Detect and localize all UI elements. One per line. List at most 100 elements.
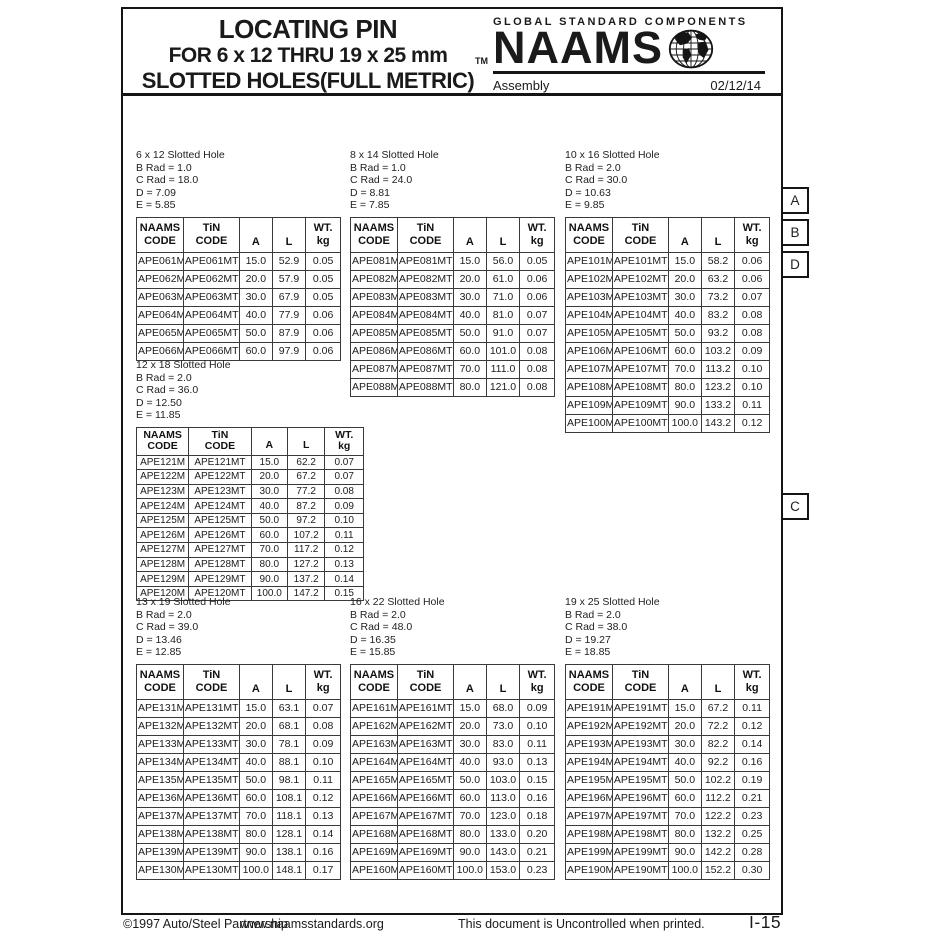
table-cell: APE164M [350,752,398,772]
column-header: A [668,663,702,700]
table-cell: APE190MT [611,860,670,880]
table-cell: APE132M [136,716,184,736]
table-row: APE101M APE101MT 15.0 58.2 0.06 [565,251,770,271]
table-cell: 111.0 [485,359,521,379]
table-cell: APE190M [565,860,613,880]
table-cell: 0.23 [519,860,555,880]
table-cell: 0.07 [305,698,341,718]
table-cell: APE104MT [611,305,670,325]
table-cell: 0.06 [519,287,555,307]
table-cell: 113.2 [700,359,736,379]
table-cell: 0.12 [734,413,770,433]
table-cell: APE160MT [396,860,455,880]
table-cell: 142.2 [700,842,736,862]
table-cell: 60.0 [453,788,487,808]
table-cell: 50.0 [239,323,273,343]
table-cell: 100.0 [453,860,487,880]
data-table: NAAMS CODE TiN CODE A L WT. kg APE101M APE101M… [565,216,770,433]
table-row: APE139M APE139MT 90.0 138.1 0.16 [136,842,341,862]
table-cell: APE165MT [396,770,455,790]
trademark-symbol: TM [475,56,488,66]
table-row: APE162M APE162MT 20.0 73.0 0.10 [350,716,555,736]
spec-line: D = 10.63 [565,186,611,199]
table-cell: 73.0 [485,716,521,736]
table-cell: APE088M [350,377,398,397]
data-table: NAAMS CODE TiN CODE A L WT. kg APE131M APE131M… [136,663,341,880]
table-cell: 80.0 [250,556,288,573]
table-group-13x19: 13 x 19 Slotted Hole B Rad = 2.0 C Rad = 3… [136,596,341,880]
table-cell: 77.9 [271,305,307,325]
table-row: APE138M APE138MT 80.0 128.1 0.14 [136,824,341,844]
table-cell: 0.11 [734,698,770,718]
table-row: APE065M APE065MT 50.0 87.9 0.06 [136,323,341,343]
spec-block: 6 x 12 Slotted Hole B Rad = 1.0 C Rad = 18… [136,149,341,212]
table-cell: 87.9 [271,323,307,343]
table-cell: 123.0 [485,806,521,826]
table-row: APE103M APE103MT 30.0 73.2 0.07 [565,287,770,307]
table-cell: APE101MT [611,251,670,271]
spec-line: C Rad = 38.0 [565,621,628,633]
table-cell: APE163M [350,734,398,754]
spec-block: 12 x 18 Slotted Hole B Rad = 2.0 C Rad = 3… [136,359,364,422]
table-cell: 30.0 [453,287,487,307]
table-cell: 50.0 [250,512,288,529]
table-cell: APE108M [565,377,613,397]
footer-notice: This document is Uncontrolled when print… [458,917,705,931]
table-cell: APE121MT [188,454,252,471]
column-header: A [250,426,288,456]
table-cell: 40.0 [453,305,487,325]
table-group-10x16: 10 x 16 Slotted Hole B Rad = 2.0 C Rad = 3… [565,149,770,433]
table-cell: 0.21 [519,842,555,862]
table-cell: 0.06 [305,305,341,325]
table-cell: 0.07 [519,305,555,325]
table-cell: 0.12 [305,788,341,808]
table-cell: APE086MT [396,341,455,361]
table-cell: APE133MT [182,734,241,754]
column-header: TiN CODE [396,663,455,700]
table-row: APE061M APE061MT 15.0 52.9 0.05 [136,251,341,271]
table-cell: 40.0 [250,498,288,514]
footer-copyright: ©1997 Auto/Steel Partnership [123,917,288,931]
spec-title: 10 x 16 Slotted Hole [565,149,660,161]
table-cell: 0.18 [519,806,555,826]
table-cell: 30.0 [668,734,702,754]
page-title-line2: FOR 6 x 12 THRU 19 x 25 mm [168,44,448,67]
table-cell: APE124M [135,498,190,514]
table-cell: APE128MT [188,556,252,573]
table-cell: APE192M [565,716,613,736]
table-cell: 147.2 [286,585,326,602]
table-cell: 20.0 [453,269,487,289]
table-cell: APE135MT [182,770,241,790]
table-cell: APE104M [565,305,613,325]
table-row: APE081M APE081MT 15.0 56.0 0.05 [350,251,555,271]
table-cell: APE121M [135,454,190,471]
table-cell: 20.0 [668,269,702,289]
table-cell: APE084MT [396,305,455,325]
spec-block: 13 x 19 Slotted Hole B Rad = 2.0 C Rad = 3… [136,596,341,659]
table-cell: 0.05 [305,287,341,307]
table-cell: 103.2 [700,341,736,361]
table-group-16x22: 16 x 22 Slotted Hole B Rad = 2.0 C Rad = 4… [350,596,555,880]
column-header: L [271,663,307,700]
table-row: APE109M APE109MT 90.0 133.2 0.11 [565,395,770,415]
table-cell: APE133M [136,734,184,754]
table-cell: 78.1 [271,734,307,754]
table-cell: 90.0 [668,842,702,862]
table-row: APE122M APE122MT 20.0 67.2 0.07 [135,469,364,485]
table-cell: 67.2 [286,469,326,485]
table-group-12x18: 12 x 18 Slotted Hole B Rad = 2.0 C Rad = 3… [135,359,364,602]
table-row: APE105M APE105MT 50.0 93.2 0.08 [565,323,770,343]
table-cell: APE062MT [182,269,241,289]
table-cell: APE125MT [188,512,252,529]
table-cell: 50.0 [668,770,702,790]
table-cell: 100.0 [239,860,273,880]
table-cell: APE197MT [611,806,670,826]
table-cell: 133.2 [700,395,736,415]
table-cell: 60.0 [250,527,288,544]
table-cell: 20.0 [239,716,273,736]
table-cell: APE122M [135,469,190,485]
table-row: APE135M APE135MT 50.0 98.1 0.11 [136,770,341,790]
table-header-row: NAAMS CODE TiN CODE A L WT. kg [565,216,770,253]
table-cell: 0.05 [519,251,555,271]
table-cell: 107.2 [286,527,326,544]
